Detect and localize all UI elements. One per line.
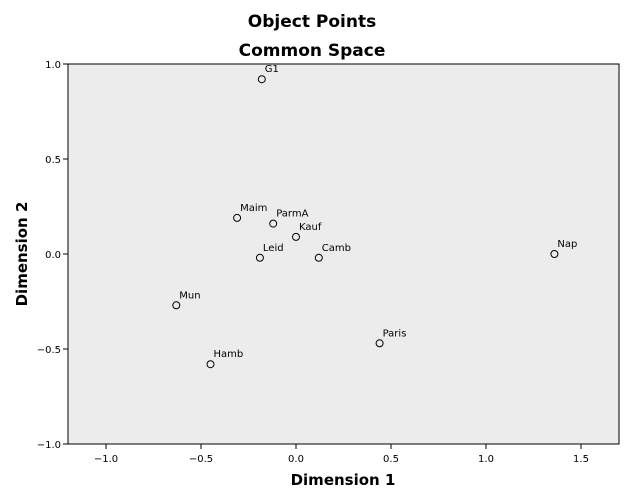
data-point	[292, 232, 300, 241]
data-point	[255, 253, 264, 262]
point-label: Hamb	[214, 349, 244, 360]
x-axis: −1.0 −0.5 0.0 0.5 1.0 1.5	[94, 444, 589, 465]
x-tick-label: 0.0	[288, 454, 304, 465]
x-tick-label: 0.5	[383, 454, 399, 465]
data-point	[172, 301, 181, 310]
point-label: Mun	[179, 290, 200, 301]
data-point	[206, 360, 215, 369]
data-points: G1 Maim ParmA Kauf Leid Camb Nap Mun Paris Hamb	[172, 64, 577, 369]
chart-title: Object Points	[248, 12, 376, 32]
y-tick-label: 1.0	[45, 60, 61, 71]
data-point	[375, 339, 384, 348]
y-tick-label: −0.5	[37, 345, 61, 356]
data-point	[550, 250, 559, 258]
y-tick-label: −1.0	[37, 440, 61, 451]
x-tick-label: −0.5	[189, 454, 213, 465]
y-tick-label: 0.5	[45, 155, 61, 166]
point-label: Leid	[263, 243, 284, 254]
data-point	[269, 219, 278, 228]
plot-area	[67, 63, 620, 445]
y-axis: −1.0 −0.5 0.0 0.5 1.0	[37, 60, 68, 451]
point-label: Maim	[240, 203, 267, 214]
point-label: Paris	[383, 328, 407, 339]
x-tick-label: 1.0	[478, 454, 494, 465]
data-point	[314, 253, 323, 262]
point-label: ParmA	[276, 209, 308, 220]
x-axis-label: Dimension 1	[291, 471, 396, 489]
y-axis-label: Dimension 2	[13, 202, 31, 307]
point-label: Camb	[322, 243, 351, 254]
point-label: G1	[265, 64, 279, 75]
data-point	[257, 75, 266, 84]
x-tick-label: 1.5	[573, 454, 589, 465]
data-point	[233, 213, 242, 222]
point-label: Kauf	[299, 222, 322, 233]
y-tick-label: 0.0	[45, 250, 61, 261]
x-tick-label: −1.0	[94, 454, 118, 465]
chart-subtitle: Common Space	[239, 41, 386, 61]
point-label: Nap	[557, 239, 577, 250]
